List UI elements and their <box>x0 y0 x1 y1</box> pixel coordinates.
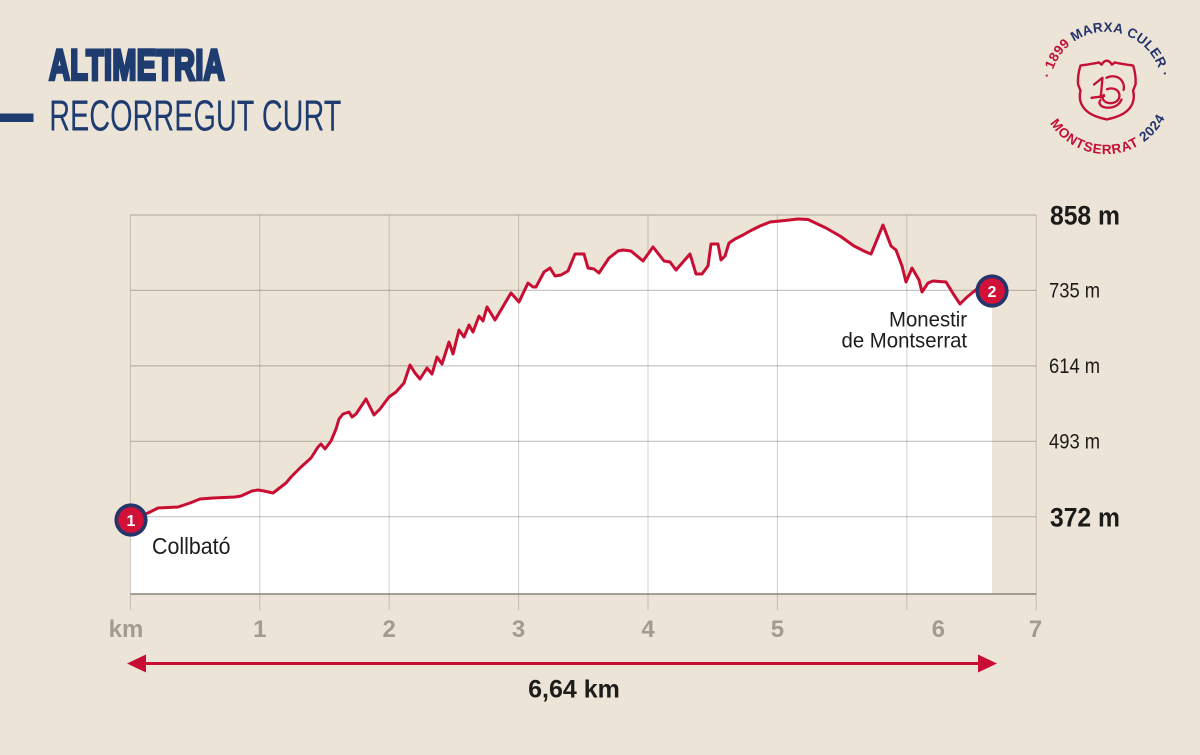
svg-text:858 m: 858 m <box>1050 202 1120 231</box>
svg-text:RECORREGUT CURT: RECORREGUT CURT <box>49 90 341 140</box>
svg-text:493 m: 493 m <box>1049 430 1100 453</box>
svg-text:735 m: 735 m <box>1049 279 1100 302</box>
svg-text:4: 4 <box>641 616 655 643</box>
svg-text:6: 6 <box>932 616 945 643</box>
svg-text:Collbató: Collbató <box>152 533 230 559</box>
svg-text:2: 2 <box>988 284 997 301</box>
svg-text:7: 7 <box>1029 616 1042 643</box>
svg-text:1: 1 <box>253 616 266 643</box>
svg-text:614 m: 614 m <box>1049 355 1100 378</box>
svg-text:ALTIMETRIA: ALTIMETRIA <box>49 41 225 89</box>
svg-text:Monestir: Monestir <box>889 308 967 331</box>
svg-text:372 m: 372 m <box>1050 504 1120 533</box>
svg-text:km: km <box>109 616 144 643</box>
svg-text:2: 2 <box>383 616 396 643</box>
svg-text:6,64 km: 6,64 km <box>528 676 620 704</box>
svg-text:de Montserrat: de Montserrat <box>842 329 968 352</box>
svg-text:5: 5 <box>771 616 784 643</box>
svg-text:3: 3 <box>512 616 525 643</box>
svg-text:1: 1 <box>127 513 136 530</box>
